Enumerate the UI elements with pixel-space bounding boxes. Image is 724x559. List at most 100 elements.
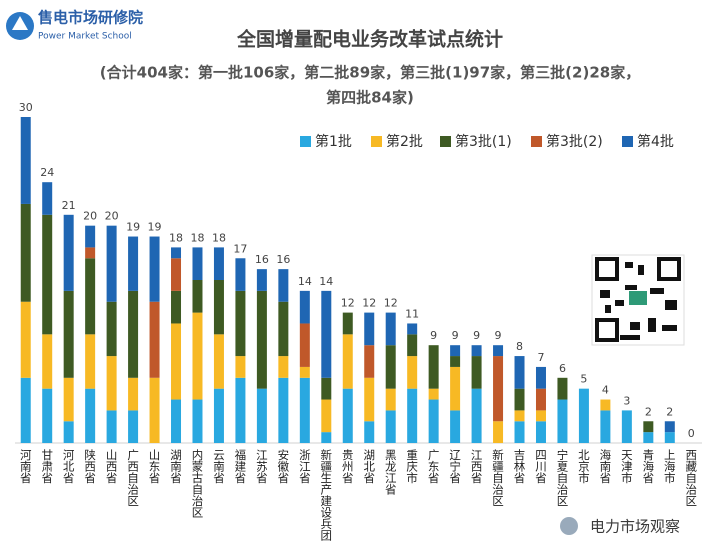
total-label: 4 bbox=[602, 384, 609, 397]
legend-swatch bbox=[531, 136, 542, 147]
bar-segment bbox=[578, 388, 589, 443]
bar-segment bbox=[321, 290, 332, 378]
bar-segment bbox=[278, 377, 289, 443]
x-tick-label: 云南省 bbox=[212, 449, 226, 484]
x-tick-label: 湖北省 bbox=[362, 448, 376, 484]
total-label: 11 bbox=[405, 307, 419, 320]
bar-segment bbox=[407, 334, 418, 357]
bar-segment bbox=[85, 334, 96, 389]
bar-segment bbox=[664, 432, 675, 443]
total-label: 8 bbox=[516, 340, 523, 353]
bar-segment bbox=[664, 421, 675, 433]
chart-subtitle: (合计404家：第一批106家，第二批89家，第三批(1)97家，第三批(2)2… bbox=[100, 64, 640, 82]
bar-segment bbox=[42, 334, 53, 389]
bar-segment bbox=[256, 269, 267, 291]
bar-segment bbox=[20, 301, 31, 378]
bar-segment bbox=[471, 356, 482, 389]
bar-segment bbox=[213, 247, 224, 280]
total-label: 0 bbox=[688, 427, 695, 440]
bar-segment bbox=[493, 421, 504, 443]
x-tick-label: 辽宁省 bbox=[448, 449, 462, 484]
x-tick-label: 青海省 bbox=[641, 449, 655, 484]
x-tick-label: 新疆自治区 bbox=[491, 448, 505, 506]
bar-segment bbox=[643, 421, 654, 433]
qr-finder bbox=[595, 318, 619, 342]
x-tick-label: 四川省 bbox=[534, 449, 548, 484]
bar-segment bbox=[450, 356, 461, 367]
bar-segment bbox=[428, 388, 439, 400]
bar-segment bbox=[171, 247, 182, 259]
bar-segment bbox=[621, 410, 632, 443]
bar-segment bbox=[149, 236, 160, 302]
total-label: 14 bbox=[298, 275, 312, 288]
bar-segment bbox=[171, 399, 182, 443]
bar-segment bbox=[63, 377, 74, 422]
bar-segment bbox=[213, 280, 224, 335]
x-tick-label: 吉林省 bbox=[513, 449, 527, 484]
legend-swatch bbox=[622, 136, 633, 147]
bar-segment bbox=[106, 301, 117, 357]
x-tick-label: 新疆生产建设兵团 bbox=[319, 448, 333, 542]
bar-segment bbox=[471, 345, 482, 357]
watermark: 电力市场观察 bbox=[560, 517, 680, 536]
x-tick-label: 安徽省 bbox=[276, 448, 290, 484]
plot: 第1批 第2批 第3批(1) 第3批(2) 第4批30河南省24甘肃省21河北省20陕西… bbox=[15, 101, 702, 542]
x-tick-label: 河南省 bbox=[19, 449, 33, 484]
bar-segment bbox=[106, 225, 117, 302]
qr-finder bbox=[595, 257, 619, 281]
bar-segment bbox=[278, 269, 289, 302]
total-label: 24 bbox=[40, 166, 54, 179]
total-label: 12 bbox=[362, 297, 376, 310]
bar-segment bbox=[450, 410, 461, 443]
bar-segment bbox=[428, 345, 439, 389]
total-label: 18 bbox=[169, 231, 183, 244]
bar-segment bbox=[342, 388, 353, 443]
watermark-text: 电力市场观察 bbox=[590, 518, 680, 536]
total-label: 2 bbox=[645, 405, 652, 418]
bar-segment bbox=[278, 356, 289, 378]
total-label: 5 bbox=[580, 373, 587, 386]
legend-label: 第1批 bbox=[315, 133, 352, 150]
total-label: 12 bbox=[384, 297, 398, 310]
bar-segment bbox=[643, 432, 654, 443]
bar-segment bbox=[535, 421, 546, 443]
x-tick-label: 西藏自治区 bbox=[684, 449, 698, 507]
legend-label: 第3批(2) bbox=[546, 133, 603, 150]
bar-segment bbox=[493, 345, 504, 357]
bar-segment bbox=[493, 356, 504, 422]
bar-segment bbox=[20, 117, 31, 204]
bar-segment bbox=[600, 399, 611, 411]
total-label: 18 bbox=[212, 231, 226, 244]
total-label: 14 bbox=[319, 275, 333, 288]
qr-pattern bbox=[600, 262, 677, 340]
total-label: 16 bbox=[255, 253, 269, 266]
x-tick-label: 广东省 bbox=[427, 449, 441, 484]
x-tick-label: 浙江省 bbox=[298, 449, 312, 484]
bar-segment bbox=[235, 377, 246, 443]
x-tick-label: 山东省 bbox=[148, 449, 162, 484]
bar-segment bbox=[385, 345, 396, 389]
x-tick-label: 内蒙古自治区 bbox=[190, 448, 204, 518]
bar-segment bbox=[128, 410, 139, 443]
bar-segment bbox=[450, 366, 461, 411]
bar-segment bbox=[42, 214, 53, 335]
bar-segment bbox=[63, 214, 74, 291]
legend-swatch bbox=[371, 136, 382, 147]
bar-segment bbox=[192, 312, 203, 400]
bar-segment bbox=[171, 323, 182, 400]
x-tick-label: 重庆市 bbox=[405, 448, 419, 484]
bar-segment bbox=[106, 410, 117, 443]
bar-segment bbox=[428, 399, 439, 443]
chart-subtitle: 第四批84家) bbox=[326, 89, 414, 107]
x-tick-label: 黑龙江省 bbox=[384, 449, 398, 496]
total-label: 18 bbox=[190, 231, 204, 244]
bar-segment bbox=[407, 388, 418, 443]
bar-segment bbox=[321, 377, 332, 400]
bar-segment bbox=[514, 388, 525, 411]
bar-segment bbox=[321, 399, 332, 433]
bar-segment bbox=[514, 421, 525, 443]
total-label: 30 bbox=[19, 101, 33, 114]
x-tick-label: 海南省 bbox=[598, 448, 612, 484]
bar-segment bbox=[106, 356, 117, 411]
total-label: 9 bbox=[452, 329, 459, 342]
